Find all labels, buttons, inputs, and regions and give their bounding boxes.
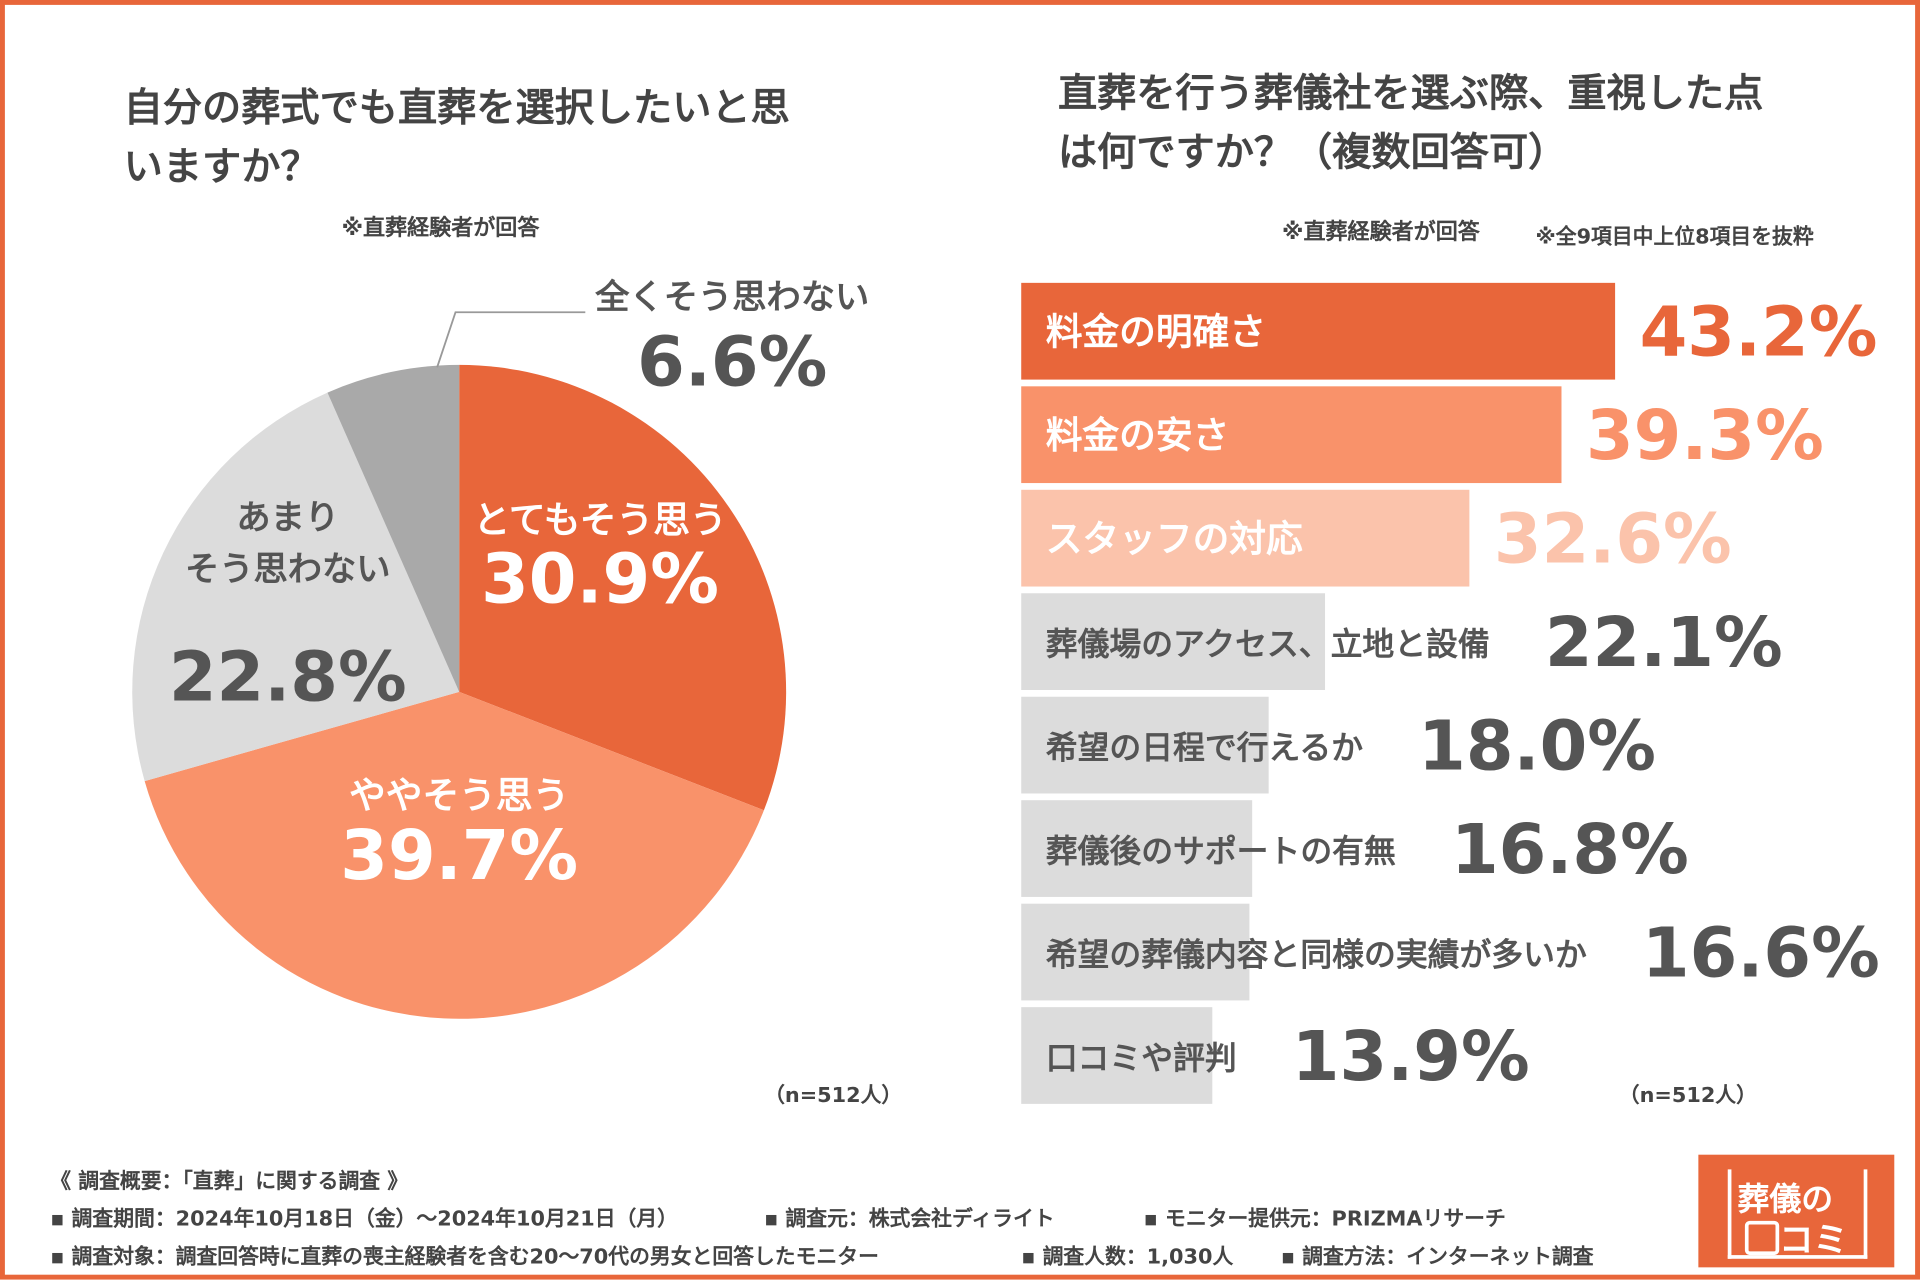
bar <box>1021 386 1562 484</box>
bar <box>1021 489 1470 587</box>
bar-label: 葬儀後のサポートの有無 <box>1046 832 1396 870</box>
bar <box>1021 903 1250 1001</box>
bar-subtitle: ※直葬経験者が回答 <box>1282 219 1480 245</box>
slice-label: とてもそう思う <box>473 499 726 542</box>
pie-note: （n=512人） <box>764 1083 903 1109</box>
footer-item: ▪ 調査人数：1,030人 <box>1021 1245 1234 1270</box>
slice-value: 6.6% <box>637 323 827 403</box>
slice-value: 39.7% <box>340 816 578 896</box>
bar <box>1021 1007 1213 1104</box>
slice-value: 30.9% <box>481 539 719 619</box>
value-label: 16.6% <box>1642 914 1880 994</box>
footer-item: ▪ 調査方法：インターネット調査 <box>1280 1245 1594 1270</box>
bar <box>1021 593 1326 691</box>
value-label: 32.6% <box>1494 500 1732 580</box>
logo-text: コミ <box>1779 1219 1848 1261</box>
bar-label: 料金の安さ <box>1046 414 1230 457</box>
pie-title: 自分の葬式でも直葬を選択したいと思いますか？ <box>123 84 790 190</box>
bar-note: （n=512人） <box>1618 1083 1757 1109</box>
value-label: 22.1% <box>1545 603 1783 683</box>
bar-label: 料金の明確さ <box>1046 311 1266 354</box>
footer-item: ▪ 調査元：株式会社ディライト <box>764 1207 1055 1232</box>
value-label: 39.3% <box>1586 396 1824 476</box>
pie-slice <box>459 364 787 811</box>
slice-label: 全くそう思わない <box>594 278 869 318</box>
pie-slice <box>327 364 460 692</box>
value-label: 13.9% <box>1292 1017 1530 1097</box>
bar <box>1021 282 1616 380</box>
slice-value: 22.8% <box>169 637 407 717</box>
pie-slice <box>144 691 764 1019</box>
value-label: 18.0% <box>1418 707 1656 787</box>
leader-line <box>436 311 586 368</box>
value-label: 43.2% <box>1640 293 1878 373</box>
bar <box>1021 800 1253 897</box>
bar-label: 口コミや評判 <box>1046 1039 1237 1077</box>
bar <box>1021 696 1269 794</box>
slice-label: あまりそう思わない <box>185 498 391 589</box>
footer-item: ▪ モニター提供元：PRIZMAリサーチ <box>1143 1207 1506 1232</box>
bar-annotation: ※全9項目中上位8項目を抜粋 <box>1535 225 1814 250</box>
bar-title: 直葬を行う葬儀社を選ぶ際、重視した点は何ですか？（複数回答可） <box>1057 69 1764 176</box>
pie-subtitle: ※直葬経験者が回答 <box>341 215 540 242</box>
bar-label: 葬儀場のアクセス、立地と設備 <box>1046 625 1490 663</box>
value-label: 16.8% <box>1451 810 1689 890</box>
bar-label: スタッフの対応 <box>1046 518 1303 561</box>
logo: 葬儀の コミ <box>1698 1154 1895 1268</box>
footer-item: ▪ 調査期間：2024年10月18日（金）〜2024年10月21日（月） <box>50 1207 679 1232</box>
bar-label: 希望の日程で行えるか <box>1046 729 1363 767</box>
slice-label: ややそう思う <box>349 774 569 817</box>
pie-slice <box>132 392 460 782</box>
footer-heading: 《 調査概要：「直葬」に関する調査 》 <box>50 1169 409 1194</box>
logo-text: 葬儀の <box>1737 1181 1834 1219</box>
bar-label: 希望の葬儀内容と同様の実績が多いか <box>1046 936 1587 974</box>
footer-item: ▪ 調査対象：調査回答時に直葬の喪主経験者を含む20〜70代の男女と回答したモニ… <box>50 1245 879 1270</box>
